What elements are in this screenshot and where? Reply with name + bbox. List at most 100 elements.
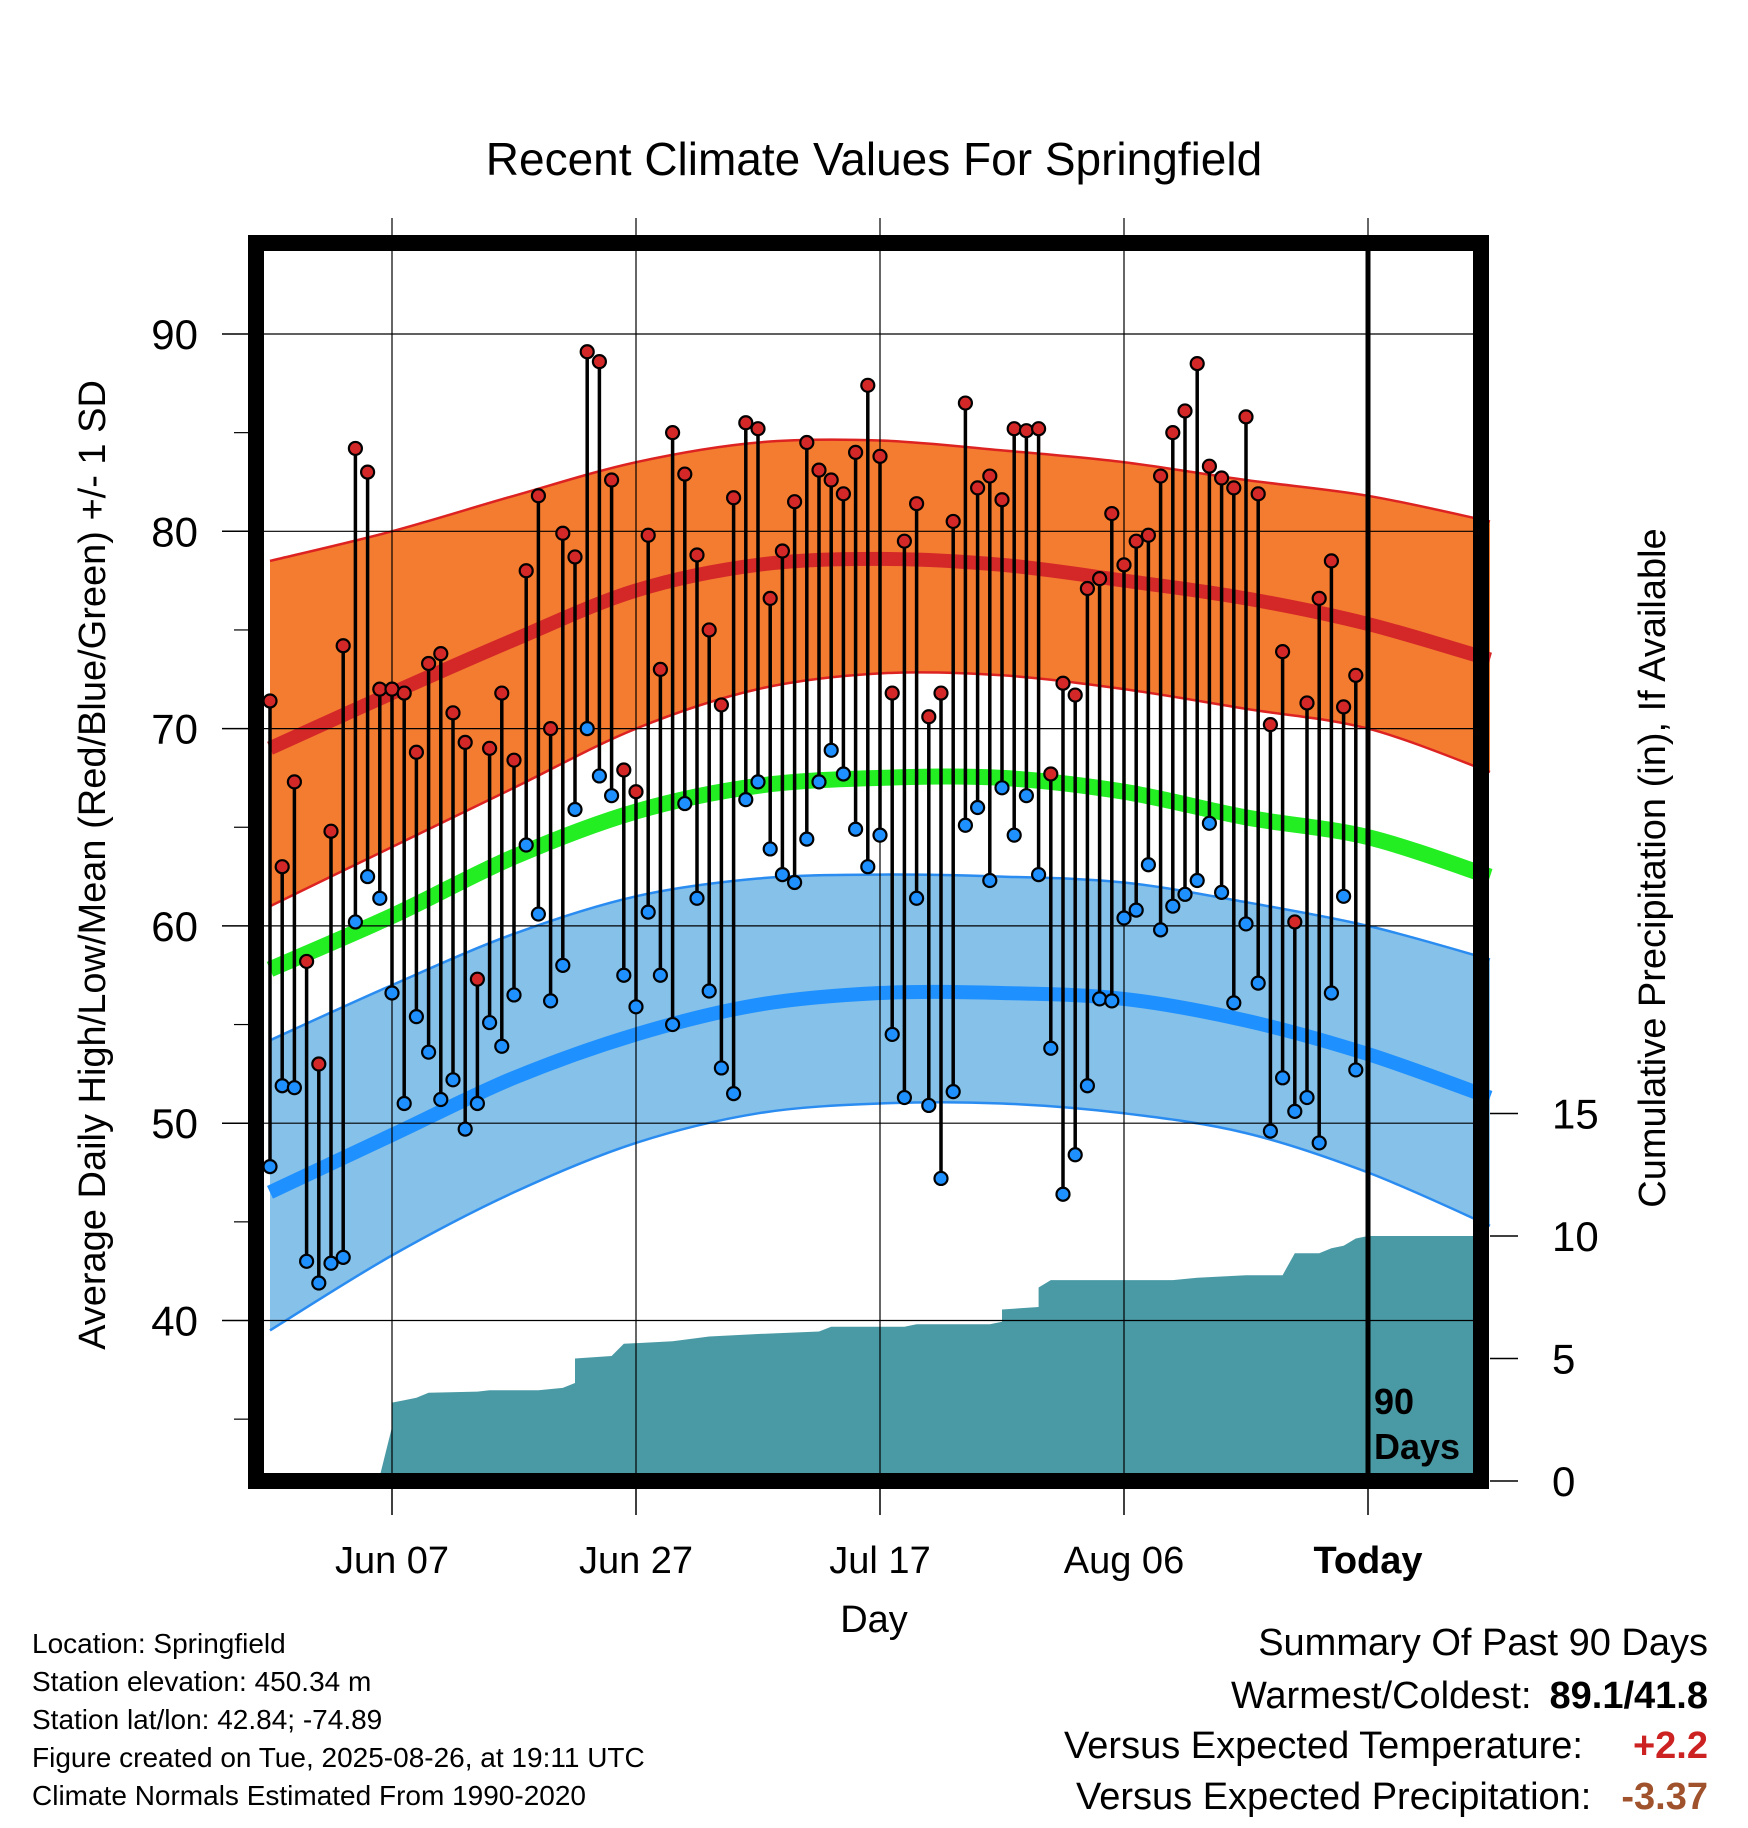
daily-high-point xyxy=(689,547,705,563)
x-tick-label: Jun 07 xyxy=(335,1540,449,1582)
y2-tick-label: 0 xyxy=(1552,1458,1575,1505)
daily-low-point xyxy=(1299,1089,1315,1106)
daily-high-point xyxy=(1323,553,1340,569)
daily-low-point xyxy=(1079,1078,1096,1094)
info-normals: Climate Normals Estimated From 1990-2020 xyxy=(32,1780,586,1811)
daily-high-point xyxy=(1201,458,1218,474)
summary-temp: Versus Expected Temperature: +2.2 xyxy=(1064,1725,1708,1768)
y2-axis-label: Cumulative Precipitation (in), If Availa… xyxy=(1632,528,1674,1207)
daily-low-point xyxy=(1140,857,1157,873)
x-tick-label: Jun 27 xyxy=(579,1540,693,1582)
warm-cold-label: Warmest/Coldest: xyxy=(1230,1675,1532,1717)
daily-low-point xyxy=(1226,995,1242,1011)
daily-low-point xyxy=(908,890,925,906)
daily-low-point xyxy=(945,1084,961,1100)
daily-high-point xyxy=(1152,468,1169,484)
daily-high-point xyxy=(921,709,937,725)
daily-high-point xyxy=(884,685,900,701)
daily-high-point xyxy=(1067,687,1083,703)
daily-low-point xyxy=(1104,993,1120,1009)
daily-low-point xyxy=(542,993,559,1009)
daily-high-point xyxy=(835,486,852,502)
daily-low-point xyxy=(433,1091,449,1108)
daily-low-point xyxy=(786,874,803,891)
today-label-number: 90 xyxy=(1374,1381,1414,1422)
daily-low-point xyxy=(384,985,400,1001)
daily-high-point xyxy=(1299,695,1315,711)
daily-low-point xyxy=(299,1253,315,1269)
daily-low-point xyxy=(1030,867,1047,883)
daily-high-point xyxy=(1262,717,1279,733)
daily-range-lines xyxy=(268,351,1358,1284)
info-created: Figure created on Tue, 2025-08-26, at 19… xyxy=(32,1742,645,1773)
daily-low-point xyxy=(1213,884,1230,900)
daily-low-point xyxy=(1189,872,1205,889)
daily-low-point xyxy=(1348,1062,1364,1078)
daily-high-point xyxy=(860,377,876,393)
y2-tick-label: 15 xyxy=(1552,1091,1599,1138)
daily-low-point xyxy=(506,987,522,1003)
daily-high-point xyxy=(664,425,681,441)
daily-low-point xyxy=(1067,1147,1083,1163)
daily-high-point xyxy=(847,444,864,460)
x-tick-label: Aug 06 xyxy=(1064,1540,1184,1582)
daily-high-point xyxy=(799,434,815,451)
daily-low-point xyxy=(603,788,620,804)
x-axis-label: Day xyxy=(840,1599,908,1641)
daily-low-point xyxy=(713,1060,730,1076)
summary-title: Summary Of Past 90 Days xyxy=(1258,1622,1708,1664)
x-tick-label: Today xyxy=(1313,1540,1422,1582)
daily-high-point xyxy=(762,590,778,606)
daily-high-point xyxy=(1030,421,1047,437)
daily-high-point xyxy=(994,492,1010,508)
daily-high-point xyxy=(969,480,986,496)
daily-high-point xyxy=(323,823,339,839)
precip-value: -3.37 xyxy=(1621,1776,1708,1818)
daily-high-point xyxy=(1311,590,1327,606)
daily-low-point xyxy=(628,999,644,1015)
daily-low-point xyxy=(677,795,693,812)
daily-high-point xyxy=(482,740,498,756)
daily-high-point xyxy=(372,681,388,697)
daily-low-point xyxy=(1262,1123,1279,1139)
daily-low-point xyxy=(408,1009,424,1025)
daily-high-point xyxy=(774,543,791,559)
temp-label: Versus Expected Temperature: xyxy=(1064,1725,1583,1767)
daily-high-point xyxy=(1140,527,1157,543)
daily-low-point xyxy=(1055,1186,1071,1202)
daily-high-point xyxy=(567,549,583,565)
daily-high-point xyxy=(518,563,534,579)
x-tick-label: Jul 17 xyxy=(829,1540,930,1582)
daily-low-point xyxy=(482,1014,498,1031)
summary-warm-cold: Warmest/Coldest: 89.1/41.8 xyxy=(1231,1675,1708,1718)
y-tick-label: 50 xyxy=(151,1100,198,1147)
daily-low-point xyxy=(347,914,363,930)
daily-low-point xyxy=(921,1097,937,1114)
daily-high-point xyxy=(701,622,717,638)
daily-low-point xyxy=(274,1078,290,1094)
daily-high-point xyxy=(457,734,473,751)
daily-high-point xyxy=(360,464,376,480)
today-label-unit: Days xyxy=(1374,1426,1460,1467)
daily-low-point xyxy=(1287,1103,1303,1119)
daily-high-point xyxy=(396,685,412,701)
daily-low-point xyxy=(872,827,888,843)
daily-high-point xyxy=(555,525,571,541)
y2-tick-label: 10 xyxy=(1552,1213,1599,1260)
daily-low-point xyxy=(591,768,608,784)
daily-high-point xyxy=(603,472,620,488)
daily-high-point xyxy=(1104,505,1120,522)
daily-low-point xyxy=(701,983,717,999)
daily-high-point xyxy=(640,527,656,543)
daily-low-point xyxy=(262,1159,278,1175)
y-tick-label: 80 xyxy=(151,508,198,555)
daily-low-point xyxy=(884,1026,900,1043)
daily-low-point xyxy=(896,1089,913,1106)
daily-high-point xyxy=(384,681,400,697)
daily-high-point xyxy=(311,1056,327,1072)
daily-low-point xyxy=(1006,827,1022,843)
chart-title: Recent Climate Values For Springfield xyxy=(486,133,1262,185)
daily-high-point xyxy=(1238,409,1254,425)
daily-low-point xyxy=(372,890,388,906)
daily-high-point xyxy=(1274,644,1291,660)
